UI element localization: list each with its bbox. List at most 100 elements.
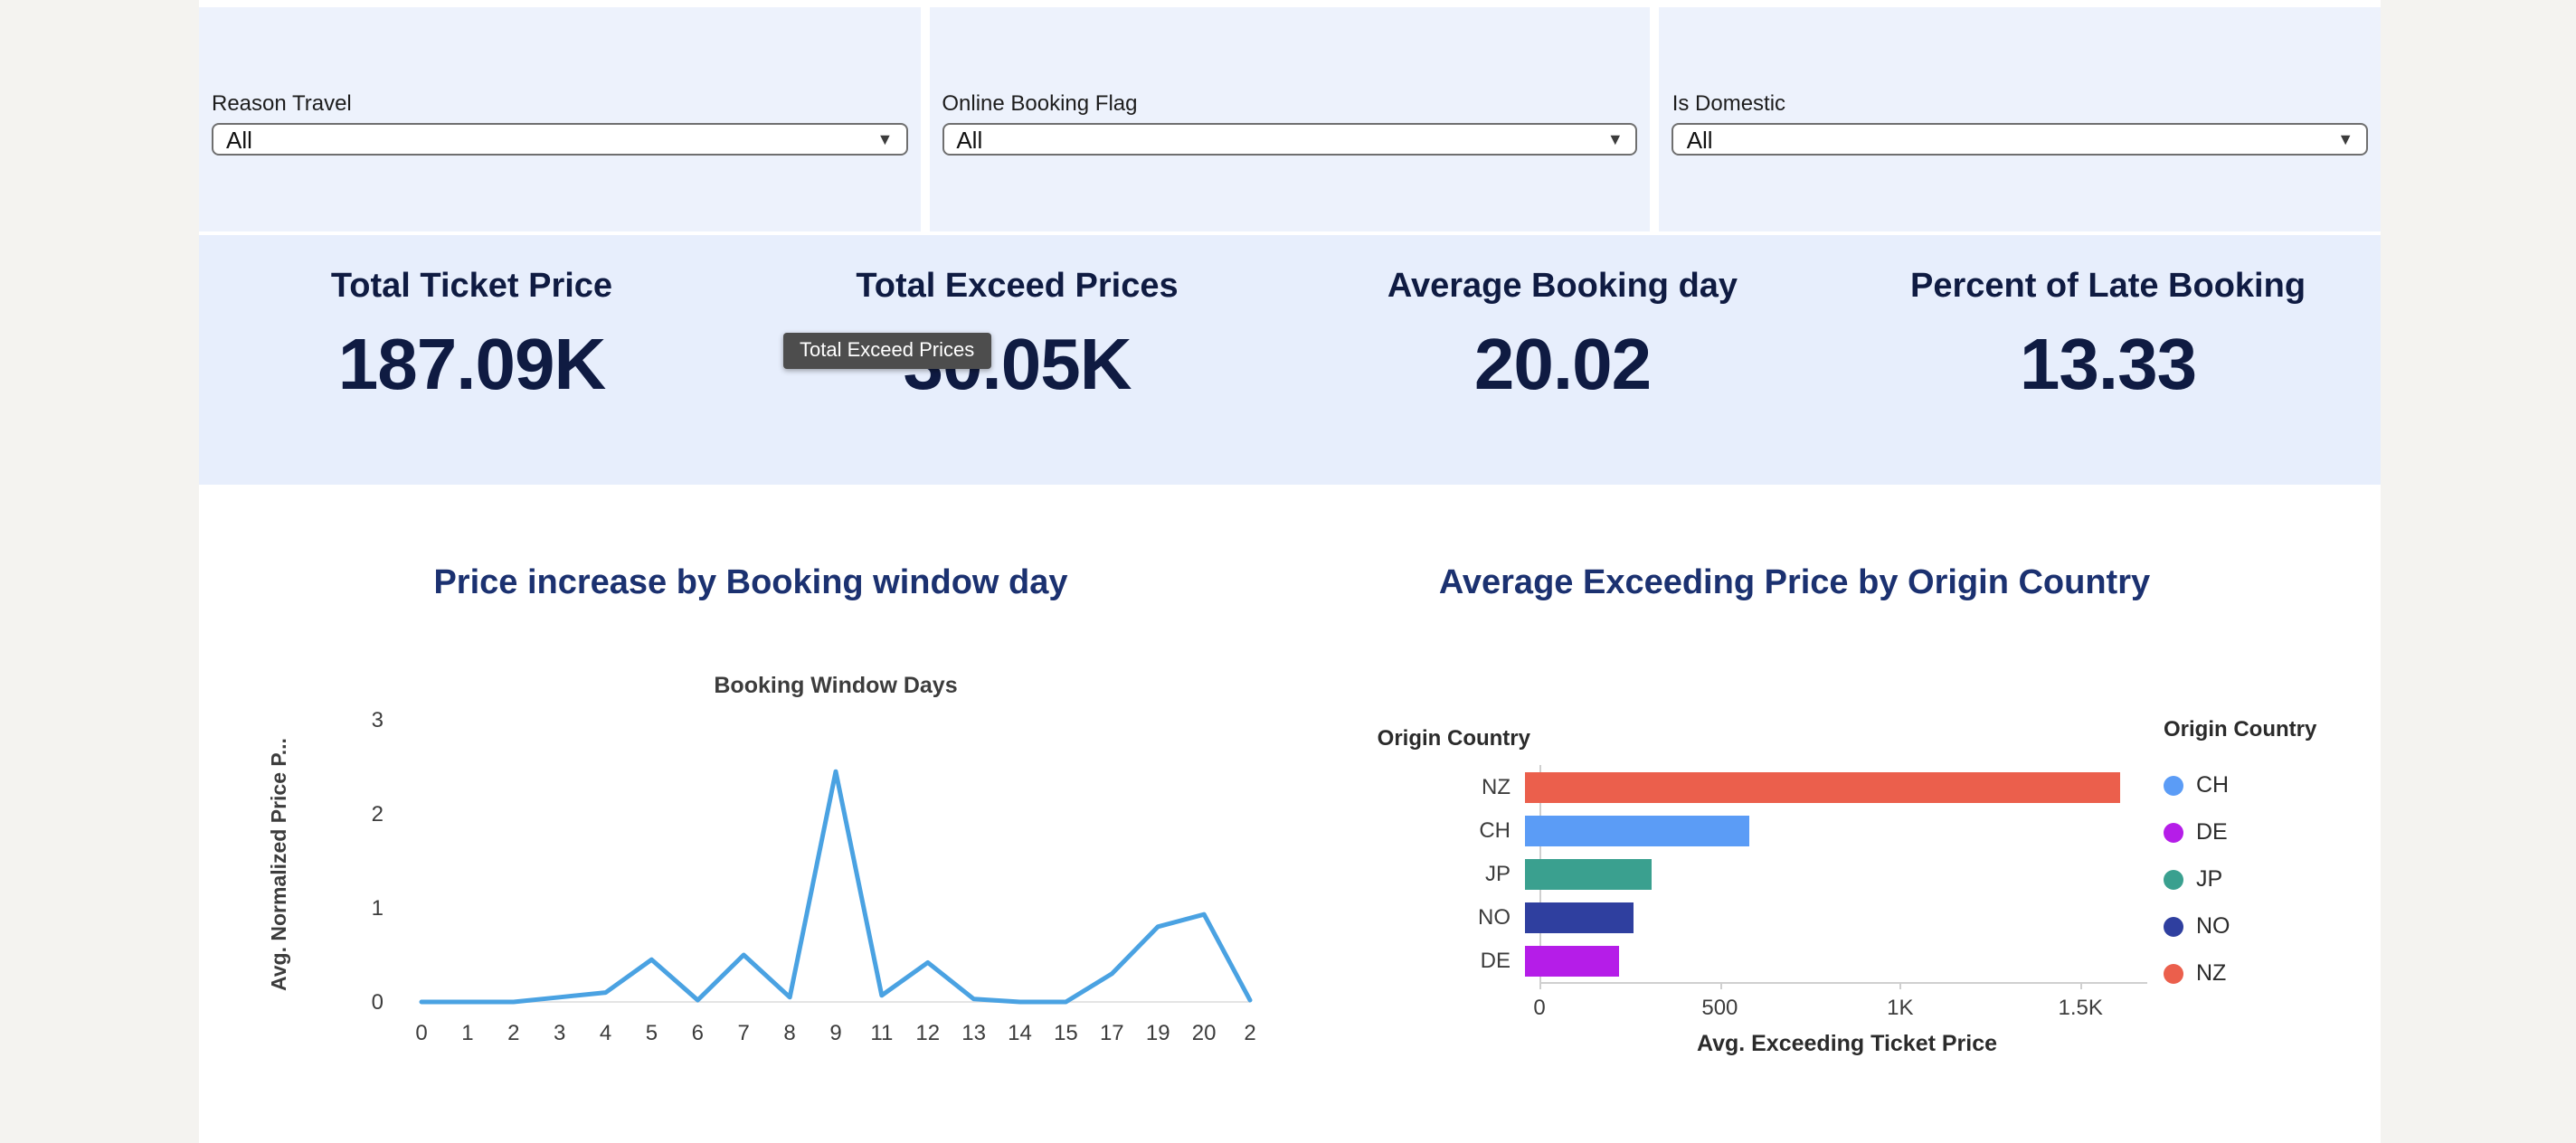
online-booking-flag-dropdown[interactable]: All ▼ bbox=[942, 123, 1638, 156]
legend-label: NO bbox=[2196, 913, 2230, 939]
kpi-average-booking-day: Average Booking day 20.02 bbox=[1290, 235, 1835, 485]
legend-swatch-icon bbox=[2164, 869, 2183, 889]
x-tick-label: 7 bbox=[737, 1020, 750, 1045]
line-chart-title: Price increase by Booking window day bbox=[433, 564, 1068, 602]
legend-item-nz[interactable]: NZ bbox=[2164, 949, 2316, 997]
tick-mark bbox=[1539, 982, 1541, 989]
chevron-down-icon: ▼ bbox=[876, 129, 894, 147]
bar-chart-axis-title: Origin Country bbox=[1377, 725, 1530, 751]
legend-label: CH bbox=[2196, 772, 2230, 798]
bar-row: NZ bbox=[1368, 765, 2218, 808]
legend-swatch-icon bbox=[2164, 916, 2183, 936]
legend-item-de[interactable]: DE bbox=[2164, 808, 2316, 855]
reason-travel-dropdown[interactable]: All ▼ bbox=[212, 123, 908, 156]
filter-is-domestic: Is Domestic All ▼ bbox=[1659, 7, 2382, 231]
x-tick-label: 12 bbox=[915, 1020, 941, 1045]
x-tick-label: 0 bbox=[1533, 995, 1546, 1020]
x-tick-label: 14 bbox=[1008, 1020, 1032, 1045]
bar-ch[interactable] bbox=[1525, 815, 1749, 845]
bar-row: NO bbox=[1368, 895, 2218, 939]
kpi-value: 20.02 bbox=[1473, 326, 1652, 405]
x-tick-label: 8 bbox=[783, 1020, 796, 1045]
filters-row: Reason Travel All ▼ Online Booking Flag … bbox=[199, 7, 2382, 231]
legend-swatch-icon bbox=[2164, 775, 2183, 795]
x-tick-label: 9 bbox=[829, 1020, 842, 1045]
filter-label: Is Domestic bbox=[1672, 90, 1786, 116]
line-chart-subtitle: Booking Window Days bbox=[714, 673, 958, 698]
bar-nz[interactable] bbox=[1525, 771, 2120, 802]
bar-chart-x-axis-label: Avg. Exceeding Ticket Price bbox=[1696, 1031, 1998, 1056]
x-tick-label: 5 bbox=[645, 1020, 658, 1045]
legend-items: CH DE JP NO NZ bbox=[2164, 761, 2316, 997]
y-tick-label: 1 bbox=[371, 895, 384, 921]
line-y-ticks: 0 1 2 3 bbox=[336, 707, 394, 1015]
bar-category-label: CH bbox=[1479, 817, 1511, 843]
bar-chart-title: Average Exceeding Price by Origin Countr… bbox=[1438, 564, 2151, 602]
x-tick-label: 20 bbox=[1191, 1020, 1217, 1045]
legend-label: NZ bbox=[2196, 960, 2227, 986]
is-domestic-dropdown[interactable]: All ▼ bbox=[1672, 123, 2369, 156]
bar-row: CH bbox=[1368, 808, 2218, 852]
x-tick-label: 17 bbox=[1099, 1020, 1124, 1045]
legend-item-jp[interactable]: JP bbox=[2164, 855, 2316, 902]
y-tick-label: 0 bbox=[371, 989, 384, 1015]
bar-de[interactable] bbox=[1525, 945, 1619, 976]
bar-row: DE bbox=[1368, 939, 2218, 982]
filter-online-booking-flag: Online Booking Flag All ▼ bbox=[929, 7, 1651, 231]
x-tick-label: 2 bbox=[1244, 1020, 1256, 1045]
kpi-title: Average Booking day bbox=[1387, 268, 1738, 306]
dropdown-value: All bbox=[1686, 126, 1713, 153]
line-chart: Price increase by Booking window day Boo… bbox=[199, 485, 1302, 1143]
bar-row: JP bbox=[1368, 852, 2218, 895]
filter-label: Online Booking Flag bbox=[942, 90, 1138, 116]
kpi-value: 13.33 bbox=[2019, 326, 2197, 405]
bar-category-label: NO bbox=[1478, 904, 1511, 930]
filter-reason-travel: Reason Travel All ▼ bbox=[199, 7, 921, 231]
x-tick-label: 4 bbox=[599, 1020, 612, 1045]
bar-category-label: JP bbox=[1484, 861, 1511, 886]
line-chart-svg[interactable] bbox=[419, 720, 1253, 1005]
kpi-title: Total Ticket Price bbox=[330, 268, 613, 306]
x-tick-label: 3 bbox=[553, 1020, 566, 1045]
kpi-title: Total Exceed Prices bbox=[856, 268, 1179, 306]
chevron-down-icon: ▼ bbox=[1606, 129, 1624, 147]
bar-x-ticks: 0 500 1K 1.5K bbox=[1368, 982, 2218, 1025]
dropdown-value: All bbox=[956, 126, 983, 153]
x-tick-label: 15 bbox=[1054, 1020, 1078, 1045]
legend-label: DE bbox=[2196, 819, 2228, 845]
filter-label: Reason Travel bbox=[212, 90, 352, 116]
x-tick-label: 6 bbox=[691, 1020, 704, 1045]
bar-rows: NZ CH JP NO DE bbox=[1368, 765, 2218, 982]
legend-item-ch[interactable]: CH bbox=[2164, 761, 2316, 808]
x-tick-label: 1.5K bbox=[2058, 995, 2103, 1020]
x-tick-label: 13 bbox=[961, 1020, 986, 1045]
kpi-percent-late-booking: Percent of Late Booking 13.33 bbox=[1835, 235, 2381, 485]
x-tick-label: 1K bbox=[1887, 995, 1914, 1020]
tick-mark bbox=[2080, 982, 2083, 989]
kpi-total-ticket-price: Total Ticket Price 187.09K bbox=[199, 235, 744, 485]
legend-label: JP bbox=[2196, 866, 2223, 892]
tick-mark bbox=[1719, 982, 1722, 989]
tick-mark bbox=[1899, 982, 1902, 989]
chevron-down-icon: ▼ bbox=[2337, 129, 2354, 147]
x-tick-label: 19 bbox=[1145, 1020, 1170, 1045]
legend-item-no[interactable]: NO bbox=[2164, 902, 2316, 949]
x-axis-line bbox=[1539, 982, 2147, 984]
bar-no[interactable] bbox=[1525, 902, 1634, 932]
bar-category-label: NZ bbox=[1482, 774, 1511, 799]
bar-jp[interactable] bbox=[1525, 858, 1652, 889]
legend-title: Origin Country bbox=[2164, 716, 2317, 742]
x-tick-label: 2 bbox=[507, 1020, 520, 1045]
line-x-ticks: 0 1 2 3 4 5 6 7 8 9 11 12 13 14 15 17 19 20 2 bbox=[415, 1020, 1255, 1049]
kpi-value: 187.09K bbox=[337, 326, 606, 405]
x-tick-label: 1 bbox=[461, 1020, 474, 1045]
kpi-band: Total Ticket Price 187.09K Total Exceed … bbox=[199, 235, 2381, 485]
legend-swatch-icon bbox=[2164, 963, 2183, 983]
x-tick-label: 0 bbox=[415, 1020, 428, 1045]
hover-tooltip: Total Exceed Prices bbox=[783, 333, 991, 369]
bar-category-label: DE bbox=[1480, 948, 1511, 973]
x-tick-label: 11 bbox=[870, 1020, 894, 1045]
kpi-title: Percent of Late Booking bbox=[1909, 268, 2306, 306]
dropdown-value: All bbox=[226, 126, 252, 153]
